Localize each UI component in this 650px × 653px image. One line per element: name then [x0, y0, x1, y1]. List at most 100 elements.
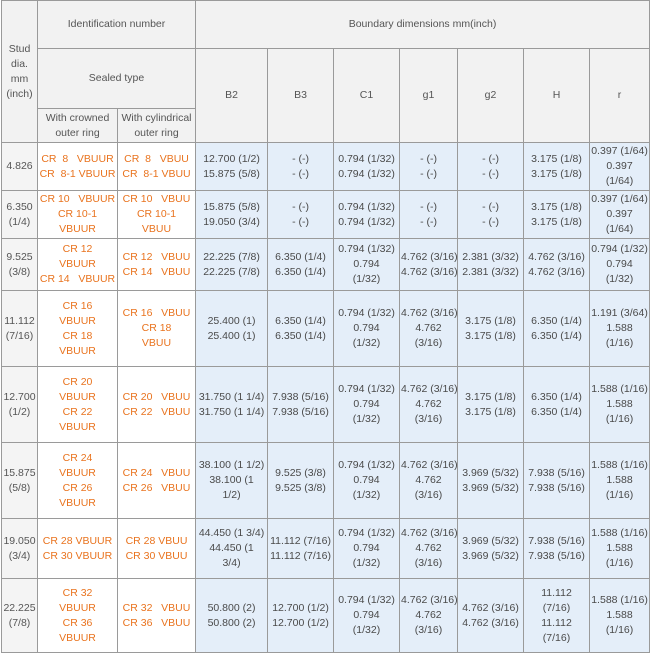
- r-cell: 1.588 (1/16) 1.588 (1/16): [589, 442, 650, 519]
- b3-cell: 12.700 (1/2) 12.700 (1/2): [267, 578, 335, 653]
- c1-cell: 0.794 (1/32) 0.794 (1/32): [333, 190, 401, 239]
- table-row: 4.826 CR 8 VBUUR CR 8-1 VBUUR CR 8 VBUU CR 8…: [1, 142, 650, 191]
- stud-dia-cell: 12.700 (1/2): [1, 366, 38, 443]
- b3-cell: - (-) - (-): [267, 190, 335, 239]
- cylindrical-part-number: CR 10 VBUU CR 10-1 VBUU: [116, 190, 197, 239]
- b3-cell: 7.938 (5/16) 7.938 (5/16): [267, 366, 335, 443]
- g1-cell: 4.762 (3/16) 4.762 (3/16): [399, 442, 459, 519]
- h-cell: 6.350 (1/4) 6.350 (1/4): [523, 290, 591, 367]
- stud-dia-cell: 11.112 (7/16): [1, 290, 38, 367]
- table-row: 9.525 (3/8) CR 12 VBUUR CR 14 VBUUR CR 12 VBU…: [1, 238, 650, 291]
- b2-cell: 31.750 (1 1/4) 31.750 (1 1/4): [195, 366, 269, 443]
- b2-cell: 50.800 (2) 50.800 (2): [195, 578, 269, 653]
- cylindrical-part-number: CR 8 VBUU CR 8-1 VBUU: [116, 142, 197, 191]
- b2-cell: 38.100 (1 1/2) 38.100 (1 1/2): [195, 442, 269, 519]
- column-header-b2: B2: [195, 48, 269, 143]
- crowned-part-number: CR 16 VBUUR CR 18 VBUUR: [37, 290, 118, 367]
- table-row: 22.225 (7/8) CR 32 VBUUR CR 36 VBUUR CR 32 VBU…: [1, 578, 650, 653]
- g1-cell: 4.762 (3/16) 4.762 (3/16): [399, 578, 459, 653]
- stud-dia-cell: 15.875 (5/8): [1, 442, 38, 519]
- c1-cell: 0.794 (1/32) 0.794 (1/32): [333, 366, 401, 443]
- g1-cell: 4.762 (3/16) 4.762 (3/16): [399, 290, 459, 367]
- h-cell: 3.175 (1/8) 3.175 (1/8): [523, 190, 591, 239]
- g2-cell: 3.175 (1/8) 3.175 (1/8): [457, 290, 525, 367]
- h-cell: 7.938 (5/16) 7.938 (5/16): [523, 518, 591, 579]
- stud-dia-cell: 6.350 (1/4): [1, 190, 38, 239]
- c1-cell: 0.794 (1/32) 0.794 (1/32): [333, 578, 401, 653]
- g2-cell: 3.969 (5/32) 3.969 (5/32): [457, 442, 525, 519]
- column-header-c1: C1: [333, 48, 401, 143]
- cylindrical-part-number: CR 16 VBUU CR 18 VBUU: [116, 290, 197, 367]
- stud-dia-cell: 4.826: [1, 142, 38, 191]
- c1-cell: 0.794 (1/32) 0.794 (1/32): [333, 290, 401, 367]
- cylindrical-outer-ring-header: With cylindrical outer ring: [116, 108, 197, 143]
- b3-cell: 9.525 (3/8) 9.525 (3/8): [267, 442, 335, 519]
- g2-cell: - (-) - (-): [457, 190, 525, 239]
- table-body: 4.826 CR 8 VBUUR CR 8-1 VBUUR CR 8 VBUU CR 8…: [1, 142, 650, 653]
- g2-cell: 2.381 (3/32) 2.381 (3/32): [457, 238, 525, 291]
- crowned-part-number: CR 12 VBUUR CR 14 VBUUR: [37, 238, 118, 291]
- b3-cell: 6.350 (1/4) 6.350 (1/4): [267, 238, 335, 291]
- cylindrical-part-number: CR 20 VBUU CR 22 VBUU: [116, 366, 197, 443]
- c1-cell: 0.794 (1/32) 0.794 (1/32): [333, 142, 401, 191]
- b2-cell: 25.400 (1) 25.400 (1): [195, 290, 269, 367]
- identification-number-header: Identification number: [36, 0, 197, 49]
- r-cell: 1.588 (1/16) 1.588 (1/16): [589, 578, 650, 653]
- table-row: 19.050 (3/4) CR 28 VBUUR CR 30 VBUUR CR 28 V…: [1, 518, 650, 579]
- table-row: 6.350 (1/4) CR 10 VBUUR CR 10-1 VBUUR CR 10 V…: [1, 190, 650, 239]
- table-row: 11.112 (7/16) CR 16 VBUUR CR 18 VBUUR CR 16 VB…: [1, 290, 650, 367]
- stud-dia-cell: 9.525 (3/8): [1, 238, 38, 291]
- b2-cell: 22.225 (7/8) 22.225 (7/8): [195, 238, 269, 291]
- g2-cell: 3.175 (1/8) 3.175 (1/8): [457, 366, 525, 443]
- b2-cell: 12.700 (1/2) 15.875 (5/8): [195, 142, 269, 191]
- r-cell: 0.794 (1/32) 0.794 (1/32): [589, 238, 650, 291]
- crowned-part-number: CR 10 VBUUR CR 10-1 VBUUR: [37, 190, 118, 239]
- h-cell: 7.938 (5/16) 7.938 (5/16): [523, 442, 591, 519]
- c1-cell: 0.794 (1/32) 0.794 (1/32): [333, 238, 401, 291]
- crowned-part-number: CR 32 VBUUR CR 36 VBUUR: [37, 578, 118, 653]
- g2-cell: 3.969 (5/32) 3.969 (5/32): [457, 518, 525, 579]
- crowned-part-number: CR 24 VBUUR CR 26 VBUUR: [37, 442, 118, 519]
- b2-cell: 44.450 (1 3/4) 44.450 (1 3/4): [195, 518, 269, 579]
- crowned-part-number: CR 28 VBUUR CR 30 VBUUR: [37, 518, 118, 579]
- r-cell: 0.397 (1/64) 0.397 (1/64): [589, 190, 650, 239]
- r-cell: 1.588 (1/16) 1.588 (1/16): [589, 518, 650, 579]
- table-row: 12.700 (1/2) CR 20 VBUUR CR 22 VBUUR CR 20 VBU…: [1, 366, 650, 443]
- column-header-g2: g2: [457, 48, 525, 143]
- g1-cell: - (-) - (-): [399, 190, 459, 239]
- column-header-g1: g1: [399, 48, 459, 143]
- r-cell: 0.397 (1/64) 0.397 (1/64): [589, 142, 650, 191]
- b3-cell: - (-) - (-): [267, 142, 335, 191]
- g2-cell: 4.762 (3/16) 4.762 (3/16): [457, 578, 525, 653]
- g1-cell: 4.762 (3/16) 4.762 (3/16): [399, 366, 459, 443]
- g2-cell: - (-) - (-): [457, 142, 525, 191]
- column-header-b3: B3: [267, 48, 335, 143]
- g1-cell: 4.762 (3/16) 4.762 (3/16): [399, 518, 459, 579]
- b3-cell: 6.350 (1/4) 6.350 (1/4): [267, 290, 335, 367]
- stud-dia-cell: 19.050 (3/4): [1, 518, 38, 579]
- stud-dia-cell: 22.225 (7/8): [1, 578, 38, 653]
- b3-cell: 11.112 (7/16) 11.112 (7/16): [267, 518, 335, 579]
- cylindrical-part-number: CR 28 VBUU CR 30 VBUU: [116, 518, 197, 579]
- h-cell: 4.762 (3/16) 4.762 (3/16): [523, 238, 591, 291]
- c1-cell: 0.794 (1/32) 0.794 (1/32): [333, 442, 401, 519]
- column-header-h: H: [523, 48, 591, 143]
- h-cell: 11.112 (7/16) 11.112 (7/16): [523, 578, 591, 653]
- h-cell: 6.350 (1/4) 6.350 (1/4): [523, 366, 591, 443]
- column-header-r: r: [589, 48, 650, 143]
- table-row: 15.875 (5/8) CR 24 VBUUR CR 26 VBUUR CR 24 VBU…: [1, 442, 650, 519]
- cylindrical-part-number: CR 12 VBUU CR 14 VBUU: [116, 238, 197, 291]
- sealed-type-header: Sealed type: [36, 48, 197, 109]
- crowned-outer-ring-header: With crowned outer ring: [37, 108, 118, 143]
- crowned-part-number: CR 20 VBUUR CR 22 VBUUR: [37, 366, 118, 443]
- cylindrical-part-number: CR 24 VBUU CR 26 VBUU: [116, 442, 197, 519]
- boundary-dimensions-header: Boundary dimensions mm(inch): [195, 0, 650, 49]
- cylindrical-part-number: CR 32 VBUU CR 36 VBUU: [116, 578, 197, 653]
- stud-dia-header: Stud dia. mm (inch): [1, 0, 38, 143]
- b2-cell: 15.875 (5/8) 19.050 (3/4): [195, 190, 269, 239]
- g1-cell: - (-) - (-): [399, 142, 459, 191]
- crowned-part-number: CR 8 VBUUR CR 8-1 VBUUR: [37, 142, 118, 191]
- c1-cell: 0.794 (1/32) 0.794 (1/32): [333, 518, 401, 579]
- h-cell: 3.175 (1/8) 3.175 (1/8): [523, 142, 591, 191]
